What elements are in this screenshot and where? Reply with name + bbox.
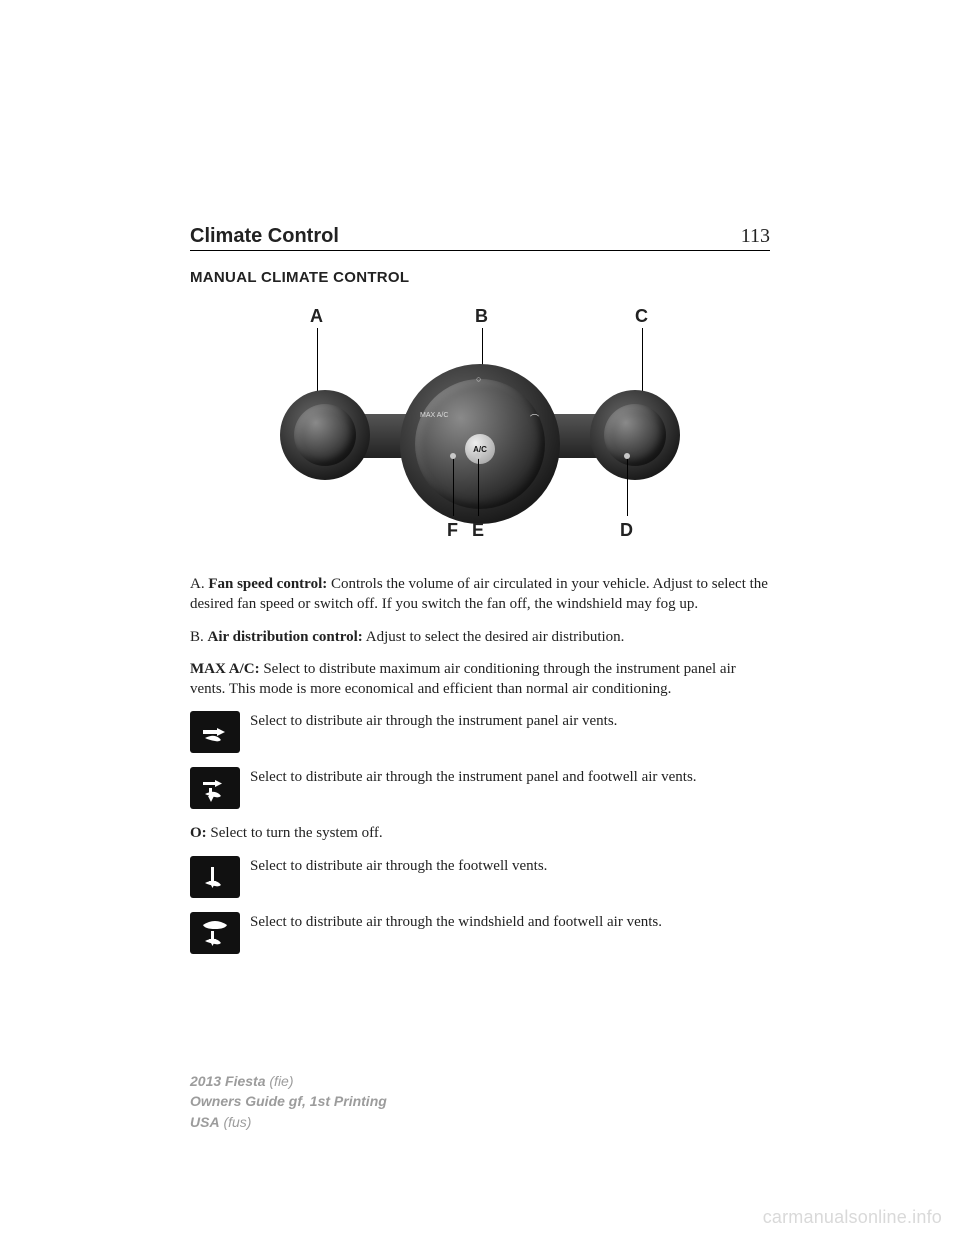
control-panel: MAX A/C ○ ⌒ A/C [280,376,680,486]
subsection-title: MANUAL CLIMATE CONTROL [190,269,770,286]
leader-f [453,456,454,516]
icon-row-panel-footwell: Select to distribute air through the ins… [190,767,770,809]
para-maxac-text: Select to distribute maximum air conditi… [190,661,736,697]
max-ac-label: MAX A/C [420,412,448,419]
para-maxac-bold: MAX A/C: [190,661,260,677]
icon-row-footwell: Select to distribute air through the foo… [190,856,770,898]
footer-line-1: 2013 Fiesta (fie) [190,1071,387,1091]
paragraph-b: B. Air distribution control: Adjust to s… [190,627,770,647]
page: Climate Control 113 MANUAL CLIMATE CONTR… [0,0,960,1242]
content-area: Climate Control 113 MANUAL CLIMATE CONTR… [190,225,770,968]
leader-e [478,456,479,516]
icon-text-panel-vents: Select to distribute air through the ins… [250,711,770,731]
icon-text-windshield-footwell: Select to distribute air through the win… [250,912,770,932]
windshield-footwell-icon [190,912,240,954]
callout-a: A [310,306,323,327]
panel-vents-icon [190,711,240,753]
ac-button-label: A/C [473,445,487,454]
para-a-prefix: A. [190,576,208,592]
footer-line-2: Owners Guide gf, 1st Printing [190,1091,387,1111]
callout-e: E [472,520,484,541]
icon-text-footwell: Select to distribute air through the foo… [250,856,770,876]
dot-e [475,453,481,459]
watermark: carmanualsonline.info [763,1207,942,1228]
footer-line-3: USA (fus) [190,1112,387,1132]
dot-f [450,453,456,459]
para-o-bold: O: [190,825,207,841]
paragraph-a: A. Fan speed control: Controls the volum… [190,574,770,615]
callout-c: C [635,306,648,327]
para-b-bold: Air distribution control: [208,629,363,645]
paragraph-maxac: MAX A/C: Select to distribute maximum ai… [190,659,770,700]
para-a-bold: Fan speed control: [208,576,327,592]
footer-model: 2013 Fiesta [190,1073,266,1089]
callout-b: B [475,306,488,327]
icon-text-panel-footwell: Select to distribute air through the ins… [250,767,770,787]
dot-d [624,453,630,459]
footwell-icon [190,856,240,898]
callout-d: D [620,520,633,541]
temperature-knob [604,404,666,466]
icon-row-windshield-footwell: Select to distribute air through the win… [190,912,770,954]
section-heading: Climate Control [190,225,339,248]
page-footer: 2013 Fiesta (fie) Owners Guide gf, 1st P… [190,1071,387,1132]
paragraph-o: O: Select to turn the system off. [190,823,770,843]
footer-rest-1: (fie) [266,1073,294,1089]
fan-speed-knob [294,404,356,466]
para-b-prefix: B. [190,629,208,645]
footer-rest-3: (fus) [220,1114,252,1130]
climate-control-diagram: A B C [190,306,770,546]
leader-d [627,456,628,516]
page-number: 113 [741,225,770,248]
icon-row-panel-vents: Select to distribute air through the ins… [190,711,770,753]
page-header: Climate Control 113 [190,225,770,251]
para-b-text: Adjust to select the desired air distrib… [363,629,625,645]
para-o-text: Select to turn the system off. [207,825,383,841]
ac-button: A/C [465,434,495,464]
callout-f: F [447,520,458,541]
diagram-canvas: A B C [260,306,700,546]
footer-country: USA [190,1114,220,1130]
panel-footwell-icon [190,767,240,809]
